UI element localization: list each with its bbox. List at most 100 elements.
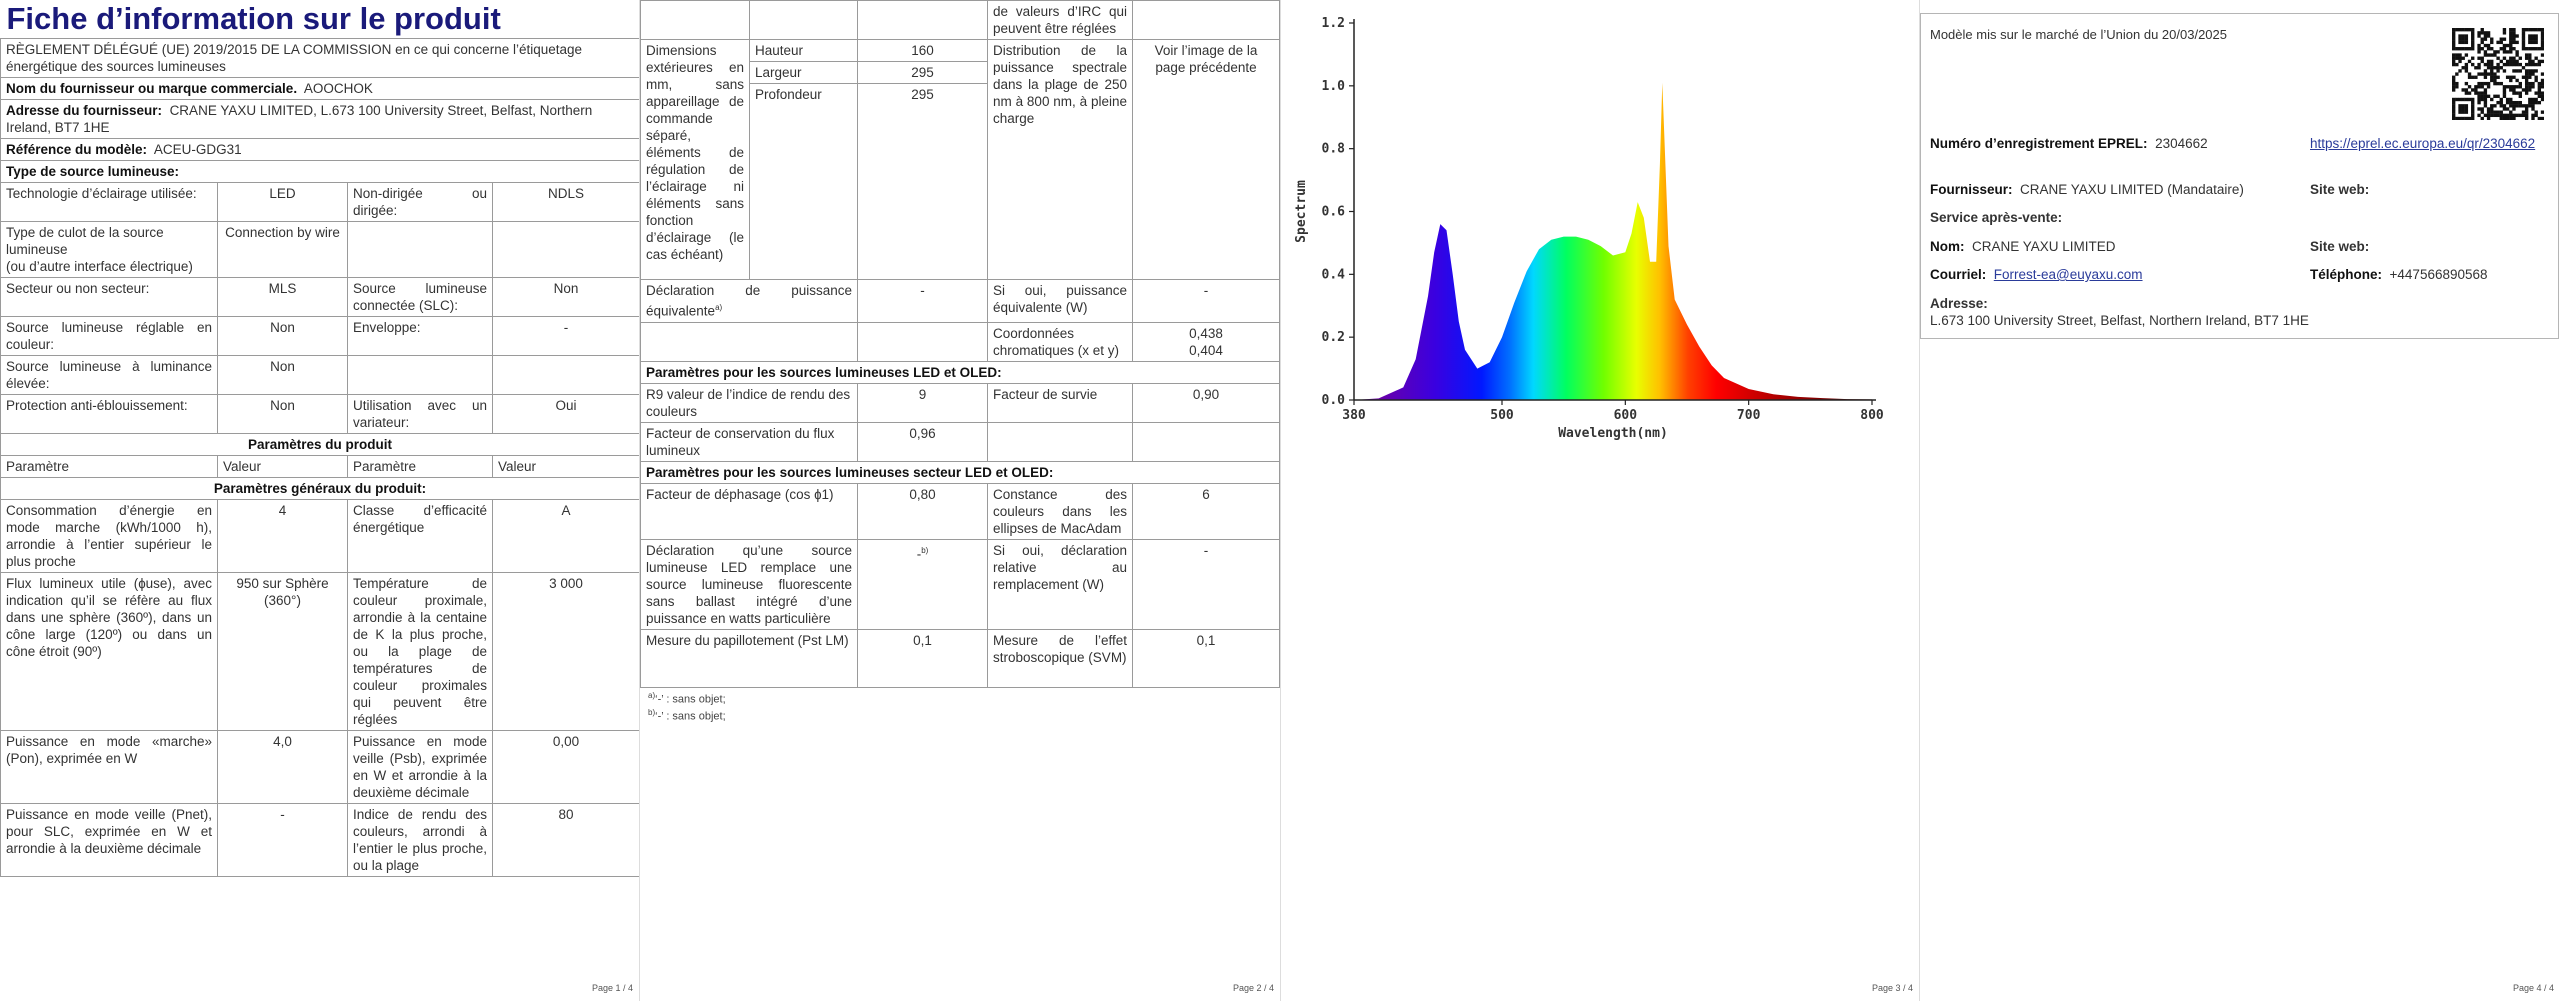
name-value: CRANE YAXU LIMITED bbox=[1972, 239, 2116, 254]
row-value: Non bbox=[217, 316, 348, 356]
y-tick-label: 0.0 bbox=[1322, 393, 1346, 408]
row-label: Secteur ou non secteur: bbox=[0, 277, 218, 317]
y-tick-label: 1.0 bbox=[1322, 79, 1346, 94]
blank-cell bbox=[749, 0, 858, 40]
survival-value: 0,90 bbox=[1132, 382, 1280, 423]
row-label: Protection anti-éblouissement: bbox=[0, 394, 218, 434]
page-number: Page 3 / 4 bbox=[1871, 983, 1913, 993]
chroma-x: 0,438 bbox=[1189, 325, 1223, 341]
table-row: Technologie d’éclairage utilisée: LED No… bbox=[0, 182, 639, 222]
replace-value: -b) bbox=[857, 538, 988, 630]
row-value: Oui bbox=[491, 394, 639, 434]
flicker-value: 0,1 bbox=[857, 628, 988, 688]
spectrum-area bbox=[1354, 82, 1872, 400]
placed-on-market: Modèle mis sur le marché de l’Union du 2… bbox=[1930, 27, 2228, 42]
table-header-row: Paramètre Valeur Paramètre Valeur bbox=[0, 455, 639, 478]
name-label: Nom: bbox=[1930, 239, 1965, 254]
footnote-mark: a) bbox=[648, 690, 656, 700]
model-ref-label: Référence du modèle: bbox=[6, 142, 148, 157]
page-number: Page 4 / 4 bbox=[2512, 983, 2554, 993]
page-2: de valeurs d’IRC qui peuvent être réglée… bbox=[640, 0, 1281, 1001]
supplier-row: Fournisseur: CRANE YAXU LIMITED (Mandata… bbox=[1930, 181, 2244, 198]
row-value: MLS bbox=[217, 277, 348, 317]
aftersales-name-row: Nom: CRANE YAXU LIMITED bbox=[1930, 238, 2116, 255]
row-value: A bbox=[491, 499, 639, 573]
equiv-if-label: Si oui, puissance équivalente (W) bbox=[987, 279, 1133, 323]
row-value: 4,0 bbox=[217, 730, 348, 804]
row-label: Utilisation avec un variateur: bbox=[347, 394, 493, 434]
row-label: Indice de rendu des couleurs, arrondi à … bbox=[347, 803, 493, 877]
row-value: 4 bbox=[217, 499, 348, 573]
eprel-link[interactable]: https://eprel.ec.europa.eu/qr/2304662 bbox=[2310, 136, 2536, 151]
column-header: Valeur bbox=[217, 455, 348, 478]
table-row: Source lumineuse à luminance élevée: Non bbox=[0, 355, 639, 395]
footnote-a: a)‘-’ : sans objet; bbox=[648, 691, 1280, 706]
dim-value: 295 bbox=[857, 61, 988, 84]
footnote-mark: b) bbox=[648, 708, 656, 718]
y-tick-label: 0.2 bbox=[1322, 330, 1345, 345]
email-label: Courriel: bbox=[1930, 267, 1987, 282]
supplier-name-row: Nom du fournisseur ou marque commerciale… bbox=[0, 77, 639, 100]
row-value: 950 sur Sphère (360°) bbox=[217, 572, 348, 731]
eprel-row: Numéro d’enregistrement EPREL: 2304662 bbox=[1930, 135, 2208, 152]
dim-value: 295 bbox=[857, 83, 988, 280]
maint-value: 0,96 bbox=[857, 421, 988, 462]
chroma-y: 0,404 bbox=[1189, 342, 1223, 358]
row-label: Source lumineuse réglable en couleur: bbox=[0, 316, 218, 356]
table-row: Type de culot de la source lumineuse (ou … bbox=[0, 221, 639, 278]
page-3: 380 500 600 700 800 0.0 0.2 0.4 0.6 0.8 1.0 1.2 Wav… bbox=[1281, 0, 1920, 1001]
chroma-label: Coordonnées chromatiques (x et y) bbox=[987, 321, 1133, 362]
row-label: Type de culot de la source lumineuse (ou … bbox=[0, 221, 218, 278]
spectrum-chart: 380 500 600 700 800 0.0 0.2 0.4 0.6 0.8 1.0 1.2 Wav… bbox=[1294, 16, 1884, 441]
column-header: Valeur bbox=[491, 455, 639, 478]
row-label: Flux lumineux utile (ɸuse), avec indicat… bbox=[0, 572, 218, 731]
y-axis-label: Spectrum bbox=[1294, 180, 1309, 243]
base-type-sublabel: (ou d’autre interface électrique) bbox=[6, 259, 193, 274]
blank-cell bbox=[640, 0, 750, 40]
row-label: Technologie d’éclairage utilisée: bbox=[0, 182, 218, 222]
blank-cell bbox=[987, 421, 1133, 462]
regulation-text: RÈGLEMENT DÉLÉGUÉ (UE) 2019/2015 DE LA C… bbox=[0, 38, 639, 78]
survival-label: Facteur de survie bbox=[987, 382, 1133, 423]
macadam-label: Constance des couleurs dans les ellipses… bbox=[987, 482, 1133, 540]
cri-range-continued: de valeurs d’IRC qui peuvent être réglée… bbox=[987, 0, 1133, 40]
spectral-value: Voir l’image de la page précédente bbox=[1132, 39, 1280, 280]
email-row: Courriel: Forrest-ea@euyaxu.com bbox=[1930, 266, 2143, 283]
x-tick-label: 600 bbox=[1614, 408, 1638, 423]
source-type-heading: Type de source lumineuse: bbox=[0, 160, 639, 183]
equiv-if-value: - bbox=[1132, 279, 1280, 323]
supplier-label: Fournisseur: bbox=[1930, 182, 2013, 197]
replace-if-value: - bbox=[1132, 538, 1280, 630]
page-1: Fiche d’information sur le produit RÈGLE… bbox=[0, 0, 640, 1001]
row-label bbox=[347, 355, 493, 395]
row-value bbox=[491, 355, 639, 395]
email-link[interactable]: Forrest-ea@euyaxu.com bbox=[1993, 267, 2143, 282]
blank-cell bbox=[1132, 0, 1280, 40]
page-title: Fiche d’information sur le produit bbox=[6, 1, 501, 36]
row-label: Enveloppe: bbox=[347, 316, 493, 356]
eprel-info-card: Modèle mis sur le marché de l’Union du 2… bbox=[1920, 13, 2559, 339]
table-row: Profondeur 295 bbox=[641, 83, 1280, 280]
row-value: LED bbox=[217, 182, 348, 222]
row-value: 80 bbox=[491, 803, 639, 877]
chroma-values: 0,438 0,404 bbox=[1132, 321, 1280, 362]
row-label: Non-dirigée ou dirigée: bbox=[347, 182, 493, 222]
footnote-text: ‘-’ : sans objet; bbox=[655, 693, 726, 706]
x-tick-label: 380 bbox=[1342, 408, 1366, 423]
base-type-label: Type de culot de la source lumineuse bbox=[6, 225, 164, 257]
phase-value: 0,80 bbox=[857, 482, 988, 540]
y-tick-label: 0.6 bbox=[1322, 205, 1346, 220]
row-value: Connection by wire bbox=[217, 221, 348, 278]
table-row: Largeur 295 bbox=[641, 61, 1280, 84]
dimensions-label: Dimensions extérieures en mm, sans appar… bbox=[640, 39, 750, 280]
x-tick-label: 700 bbox=[1737, 408, 1761, 423]
table-row: Facteur de conservation du flux lumineux… bbox=[640, 421, 1280, 462]
row-label: Puissance en mode veille (Pnet), pour SL… bbox=[0, 803, 218, 877]
row-value: 0,00 bbox=[491, 730, 639, 804]
address-value: L.673 100 University Street, Belfast, No… bbox=[1930, 313, 2309, 328]
blank-cell bbox=[857, 321, 988, 362]
model-ref: ACEU-GDG31 bbox=[153, 142, 242, 157]
row-value: 3 000 bbox=[491, 572, 639, 731]
replace-label: Déclaration qu’une source lumineuse LED … bbox=[640, 538, 858, 630]
dim-name: Profondeur bbox=[749, 83, 858, 280]
